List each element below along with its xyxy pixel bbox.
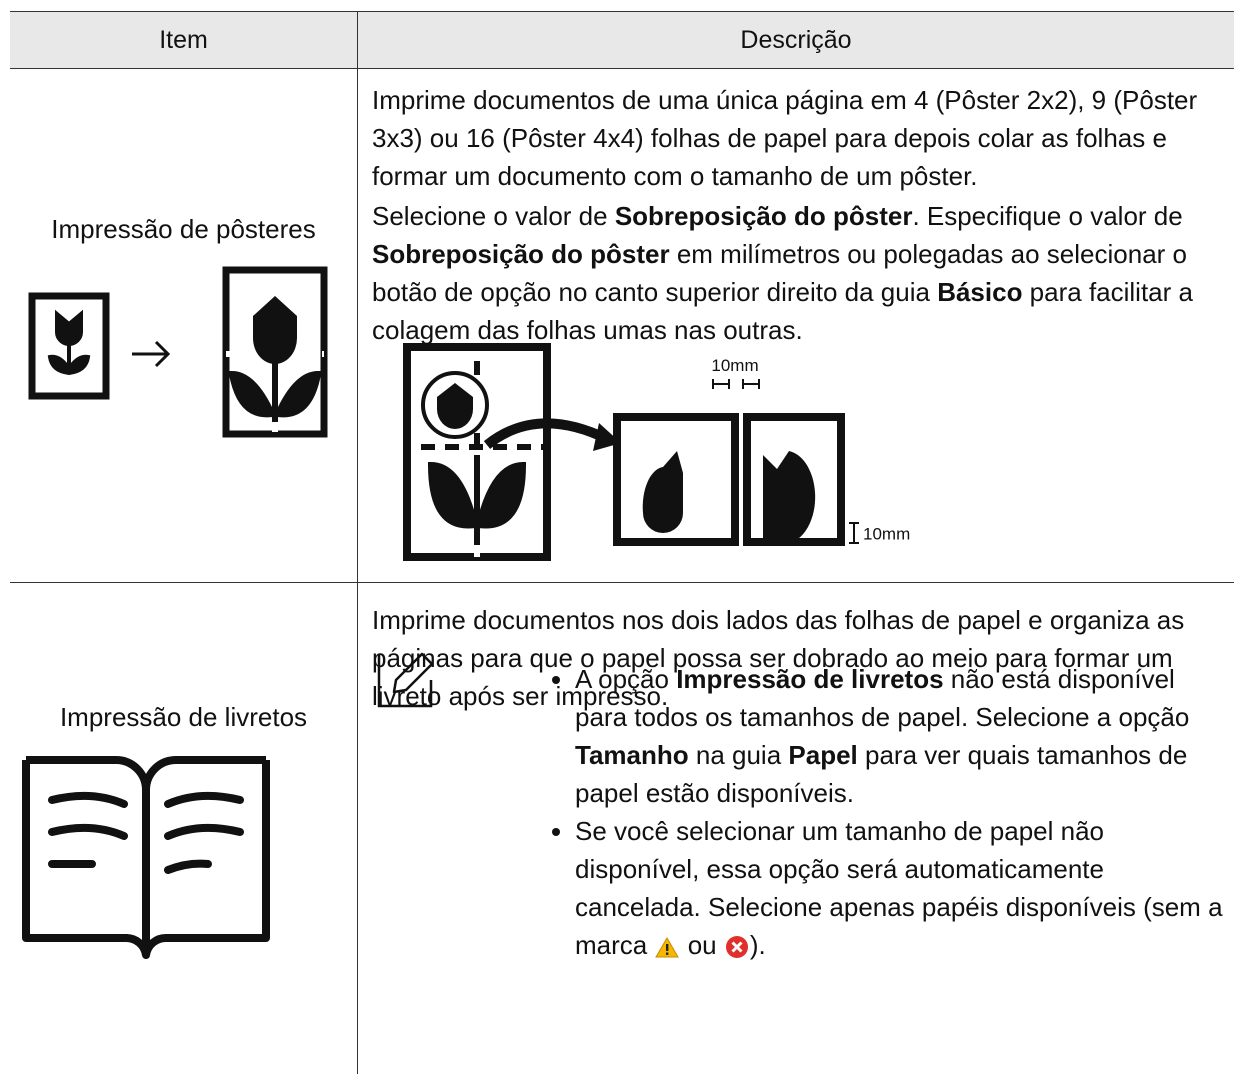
note: Se você selecionar um tamanho de papel n… (575, 812, 1225, 964)
bold-text: Impressão de livretos (676, 664, 944, 694)
text: para ver quais tamanhos de papel estão d… (575, 740, 1188, 808)
header-text: Descrição (740, 25, 852, 54)
paragraph: Imprime documentos nos dois lados das fo… (372, 601, 1220, 715)
rule (10, 11, 1234, 12)
description: Imprime documentos nos dois lados das fo… (372, 601, 1220, 717)
dimension-label: 10mm (711, 356, 758, 375)
bold-text: Papel (788, 740, 858, 770)
text: Imprime documentos nos dois lados das fo… (372, 605, 1185, 711)
text: ). (749, 930, 766, 960)
rule (10, 582, 1234, 583)
rule (10, 68, 1234, 69)
header-cell: Item (10, 12, 357, 68)
bold-text: Tamanho (575, 740, 689, 770)
bold-text: Sobreposição do pôster (614, 201, 913, 231)
dimension-label: 10mm (863, 524, 910, 543)
text: na guia (688, 740, 789, 770)
error-icon (725, 936, 748, 959)
description: Imprime documentos de uma única página e… (372, 81, 1220, 351)
header-cell: Descrição (358, 12, 1234, 68)
text: A opção (575, 664, 677, 694)
note: A opção Impressão de livretos não está d… (575, 660, 1225, 812)
text: . Especifique o valor de (912, 201, 1183, 231)
poster-icon (28, 266, 328, 438)
column-divider (357, 12, 358, 1074)
item-label: Impressão de livretos (59, 702, 308, 732)
text: para facilitar a colagem das folhas umas… (372, 277, 1193, 345)
note-list: A opção Impressão de livretos não está d… (545, 660, 1225, 964)
warning-icon (655, 937, 680, 958)
paragraph: Imprime documentos de uma única página e… (372, 81, 1220, 195)
header-text: Item (159, 25, 208, 54)
booklet-icon (22, 756, 270, 959)
poster-figure: 10mm 10mm (403, 343, 910, 561)
item-label: Impressão de pôsteres (51, 214, 316, 244)
text: Selecione o valor de (372, 201, 615, 231)
note-icon (377, 652, 434, 708)
bold-text: Básico (937, 277, 1023, 307)
bold-text: Sobreposição do pôster (372, 239, 670, 269)
text: ou (680, 930, 724, 960)
notes: A opção Impressão de livretos não está d… (545, 660, 1225, 964)
text: Imprime documentos de uma única página e… (372, 85, 1198, 191)
text: Se você selecionar um tamanho de papel n… (575, 816, 1223, 960)
paragraph: Selecione o valor de Sobreposição do pôs… (372, 197, 1220, 349)
text: em milímetros ou polegadas ao selecionar… (372, 239, 1187, 307)
text: não está disponível para todos os tamanh… (575, 664, 1190, 732)
